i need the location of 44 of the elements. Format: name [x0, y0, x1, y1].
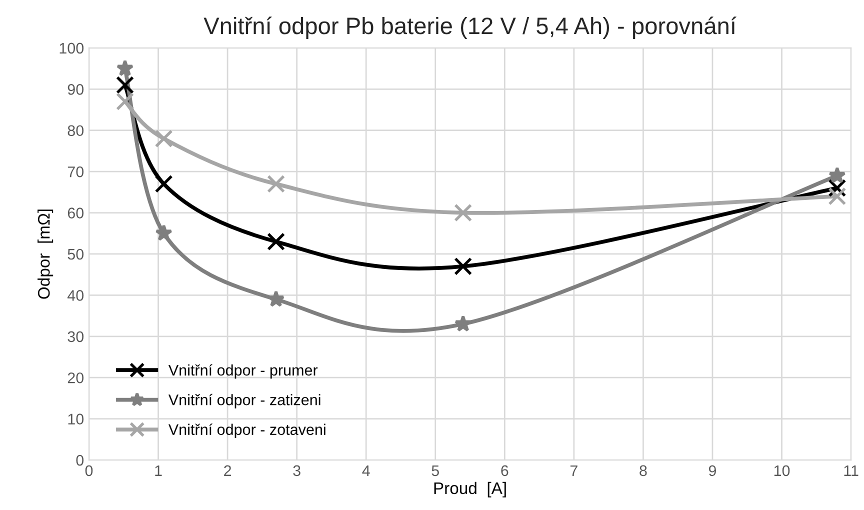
- x-tick-label: 5: [432, 465, 439, 476]
- y-tick-label: 40: [67, 290, 84, 301]
- point: [116, 76, 134, 94]
- x-tick-label: 8: [640, 465, 647, 476]
- y-tick-label: 70: [68, 166, 84, 178]
- point: [828, 166, 846, 184]
- x-tick-label: 9: [708, 465, 716, 476]
- y-axis-title: Odpor [mΩ]: [38, 210, 54, 299]
- y-tick-label: 30: [68, 331, 84, 342]
- point: [454, 204, 472, 222]
- point: [116, 60, 134, 76]
- point: [267, 232, 286, 251]
- x-tick-label: 0: [85, 465, 93, 476]
- point: [454, 315, 472, 332]
- point: [155, 224, 172, 241]
- point: [154, 174, 173, 193]
- y-tick-label: 10: [68, 414, 84, 424]
- x-tick-label: 11: [844, 465, 858, 476]
- x-tick-label: 10: [774, 465, 790, 476]
- y-tick-label: 90: [68, 84, 84, 95]
- x-tick-label: 3: [293, 465, 300, 476]
- point: [454, 257, 472, 276]
- point: [267, 174, 286, 193]
- y-tick-label: 0: [76, 454, 84, 466]
- x-tick-label: 7: [570, 465, 578, 476]
- point: [116, 92, 134, 111]
- point: [267, 290, 285, 307]
- point: [154, 130, 173, 148]
- x-tick-label: 1: [155, 465, 162, 476]
- point: [828, 187, 846, 206]
- legend-label: Vnitřní odpor - zotaveni: [168, 424, 326, 438]
- x-tick-label: 2: [224, 465, 232, 476]
- y-tick-label: 50: [68, 248, 84, 260]
- legend-label: Vnitřní odpor - prumer: [168, 364, 318, 379]
- point: [828, 179, 846, 198]
- y-tick-label: 60: [68, 208, 84, 218]
- x-tick-label: 6: [501, 465, 508, 476]
- legend-label: Vnitřní odpor - zatizeni: [168, 394, 320, 408]
- y-tick-label: 20: [68, 372, 84, 384]
- x-tick-label: 4: [362, 465, 370, 476]
- y-tick-label: 100: [60, 42, 84, 54]
- y-tick-label: 80: [68, 125, 84, 136]
- chart-title: Vnitřní odpor Pb baterie (12 V / 5,4 Ah) - porovnání: [204, 16, 736, 39]
- x-axis-title: Proud [A]: [434, 482, 506, 498]
